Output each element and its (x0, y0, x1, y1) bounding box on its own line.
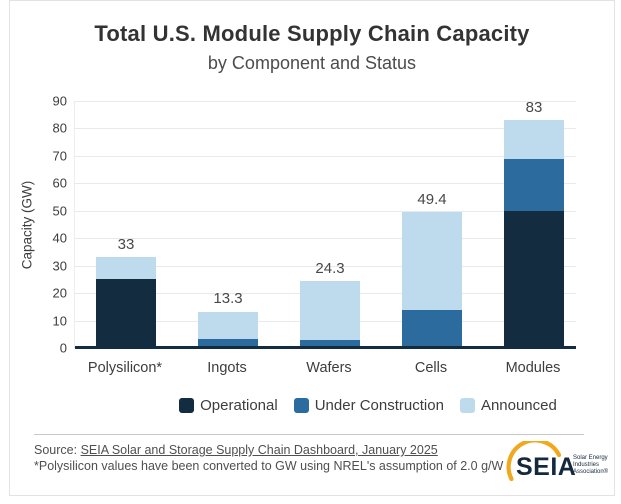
bar-total-label: 83 (525, 99, 543, 117)
bar-segment-under-construction (198, 338, 258, 348)
bar-segment-under-construction (402, 310, 462, 348)
bar-segment-operational (504, 210, 564, 348)
gridline (75, 265, 576, 267)
y-tick-label: 20 (52, 285, 67, 301)
bar-total-label: 33 (117, 236, 135, 254)
y-tick-label: 60 (52, 175, 67, 191)
legend-label: Announced (480, 397, 557, 414)
bar-segment-under-construction (300, 340, 360, 348)
seia-logo-text: SEIA (516, 453, 577, 481)
source-prefix: Source: (34, 443, 81, 457)
y-tick-label: 0 (59, 340, 67, 356)
bar-segment-announced (402, 212, 462, 311)
legend-swatch (293, 398, 309, 413)
footnote: *Polysilicon values have been converted … (34, 458, 504, 473)
legend-label: Under Construction (314, 397, 444, 414)
x-category-label: Modules (505, 360, 561, 376)
gridline (75, 238, 576, 240)
y-tick-label: 70 (52, 148, 67, 164)
bar-total-label: 24.3 (315, 260, 345, 278)
x-category-label: Ingots (207, 360, 247, 376)
gridline (75, 183, 576, 185)
bar-segment-announced (198, 311, 258, 339)
seia-tagline: Solar Energy Industries Association® (573, 455, 608, 476)
y-axis-label: Capacity (GW) (19, 180, 35, 269)
plot-area: Capacity (GW) 0 10 20 30 40 50 60 70 80 90 33 13.3 2… (20, 94, 576, 356)
y-tick-label: 30 (52, 258, 67, 274)
gridline (75, 155, 576, 157)
x-axis-categories: Polysilicon* Ingots Wafers Cells Modules (74, 360, 576, 380)
gridline (75, 128, 576, 130)
x-category-label: Polysilicon* (87, 360, 163, 376)
bar-total-label: 13.3 (213, 290, 243, 308)
bar-segment-under-construction (504, 158, 564, 211)
legend-item-announced: Announced (459, 397, 557, 414)
y-tick-label: 50 (52, 203, 67, 219)
y-tick-label: 80 (52, 120, 67, 136)
chart-subtitle: by Component and Status (207, 53, 417, 73)
x-axis-line (75, 346, 576, 349)
legend-label: Operational (200, 397, 278, 414)
legend-swatch (459, 398, 475, 413)
legend: Operational Under Construction Announced (66, 397, 614, 414)
footer-text: Source: SEIA Solar and Storage Supply Ch… (34, 443, 524, 474)
y-tick-label: 40 (52, 230, 67, 246)
bar-segment-operational (96, 279, 156, 348)
legend-item-operational: Operational (179, 397, 278, 414)
gridline (75, 210, 576, 212)
bar-segment-announced (300, 281, 360, 341)
footer-divider (34, 434, 584, 435)
bar-segment-announced (96, 257, 156, 280)
legend-swatch (179, 398, 195, 413)
seia-tagline-line: Solar Energy (573, 455, 608, 461)
bar-total-label: 49.4 (417, 191, 447, 209)
x-category-label: Wafers (306, 360, 352, 376)
gridline (75, 101, 576, 102)
seia-tagline-line: Industries (573, 462, 600, 468)
source-link[interactable]: SEIA Solar and Storage Supply Chain Dash… (80, 443, 438, 457)
legend-item-under-construction: Under Construction (293, 397, 444, 414)
seia-tagline-line: Association® (573, 469, 609, 475)
chart-title: Total U.S. Module Supply Chain Capacity (94, 21, 530, 46)
y-tick-label: 10 (52, 313, 67, 329)
y-tick-label: 90 (52, 93, 67, 109)
chart-card: Total U.S. Module Supply Chain Capacity … (9, 0, 615, 496)
seia-logo: SEIA Solar Energy Industries Association® (504, 441, 608, 491)
bar-segment-announced (504, 120, 564, 159)
seia-arc-icon (506, 441, 562, 482)
x-category-label: Cells (414, 360, 448, 376)
